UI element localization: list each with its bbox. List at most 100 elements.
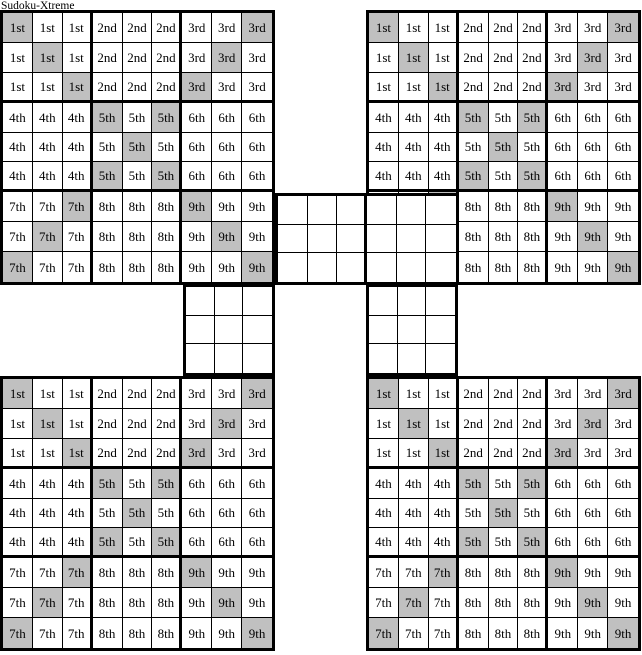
- sudoku-cell[interactable]: 1st: [398, 379, 429, 409]
- sudoku-cell[interactable]: 9th: [212, 618, 243, 648]
- sudoku-cell[interactable]: 9th: [548, 222, 579, 253]
- connector-cell[interactable]: [337, 253, 367, 282]
- sudoku-cell[interactable]: 2nd: [518, 438, 549, 469]
- sudoku-cell[interactable]: 8th: [518, 222, 549, 253]
- connector-cell[interactable]: [307, 196, 338, 225]
- sudoku-cell[interactable]: 2nd: [488, 438, 519, 469]
- sudoku-cell[interactable]: 3rd: [212, 408, 243, 439]
- sudoku-cell[interactable]: 1st: [428, 379, 459, 409]
- sudoku-cell[interactable]: 9th: [242, 252, 272, 282]
- sudoku-cell[interactable]: 8th: [488, 192, 519, 223]
- sudoku-cell[interactable]: 7th: [3, 222, 33, 253]
- sudoku-cell[interactable]: 2nd: [518, 13, 549, 43]
- sudoku-cell[interactable]: 9th: [212, 192, 243, 223]
- sudoku-cell[interactable]: 1st: [3, 408, 33, 439]
- sudoku-cell[interactable]: 2nd: [92, 13, 123, 43]
- sudoku-cell[interactable]: 6th: [182, 102, 213, 133]
- sudoku-cell[interactable]: 1st: [62, 13, 93, 43]
- sudoku-cell[interactable]: 4th: [398, 132, 429, 163]
- connector-cell[interactable]: [243, 287, 272, 316]
- sudoku-cell[interactable]: 9th: [608, 588, 638, 619]
- sudoku-cell[interactable]: 7th: [32, 558, 63, 589]
- sudoku-cell[interactable]: 8th: [92, 252, 123, 282]
- sudoku-cell[interactable]: 8th: [122, 558, 153, 589]
- sudoku-cell[interactable]: 5th: [518, 468, 549, 499]
- sudoku-cell[interactable]: 2nd: [92, 438, 123, 469]
- sudoku-cell[interactable]: 9th: [242, 192, 272, 223]
- sudoku-cell[interactable]: 8th: [518, 192, 549, 223]
- sudoku-cell[interactable]: 9th: [242, 558, 272, 589]
- sudoku-cell[interactable]: 5th: [152, 498, 183, 529]
- sudoku-cell[interactable]: 2nd: [152, 408, 183, 439]
- sudoku-cell[interactable]: 3rd: [212, 438, 243, 469]
- sudoku-cell[interactable]: 6th: [212, 528, 243, 559]
- sudoku-cell[interactable]: 6th: [578, 102, 609, 133]
- sudoku-cell[interactable]: 8th: [152, 192, 183, 223]
- sudoku-cell[interactable]: 2nd: [122, 13, 153, 43]
- sudoku-cell[interactable]: 9th: [578, 252, 609, 282]
- sudoku-cell[interactable]: 8th: [458, 618, 489, 648]
- sudoku-cell[interactable]: 9th: [548, 252, 579, 282]
- sudoku-cell[interactable]: 7th: [3, 252, 33, 282]
- sudoku-cell[interactable]: 3rd: [182, 13, 213, 43]
- sudoku-cell[interactable]: 4th: [62, 498, 93, 529]
- sudoku-cell[interactable]: 5th: [122, 468, 153, 499]
- sudoku-cell[interactable]: 6th: [608, 132, 638, 163]
- sudoku-cell[interactable]: 2nd: [518, 42, 549, 73]
- sudoku-cell[interactable]: 2nd: [458, 13, 489, 43]
- sudoku-cell[interactable]: 7th: [62, 222, 93, 253]
- sudoku-cell[interactable]: 6th: [242, 162, 272, 193]
- sudoku-cell[interactable]: 4th: [369, 498, 399, 529]
- sudoku-cell[interactable]: 1st: [32, 379, 63, 409]
- sudoku-cell[interactable]: 9th: [578, 558, 609, 589]
- sudoku-cell[interactable]: 9th: [578, 588, 609, 619]
- sudoku-cell[interactable]: 3rd: [242, 13, 272, 43]
- sudoku-cell[interactable]: 3rd: [242, 408, 272, 439]
- sudoku-cell[interactable]: 3rd: [608, 72, 638, 103]
- connector-cell[interactable]: [278, 224, 308, 254]
- sudoku-cell[interactable]: 8th: [458, 222, 489, 253]
- sudoku-cell[interactable]: 1st: [428, 438, 459, 469]
- sudoku-cell[interactable]: 9th: [182, 618, 213, 648]
- sudoku-cell[interactable]: 4th: [428, 528, 459, 559]
- sudoku-cell[interactable]: 3rd: [578, 42, 609, 73]
- sudoku-cell[interactable]: 5th: [488, 498, 519, 529]
- sudoku-cell[interactable]: 2nd: [518, 379, 549, 409]
- sudoku-cell[interactable]: 9th: [548, 588, 579, 619]
- connector-cell[interactable]: [307, 253, 338, 282]
- sudoku-cell[interactable]: 5th: [152, 528, 183, 559]
- sudoku-cell[interactable]: 8th: [152, 558, 183, 589]
- sudoku-cell[interactable]: 8th: [122, 252, 153, 282]
- sudoku-cell[interactable]: 9th: [608, 252, 638, 282]
- sudoku-cell[interactable]: 6th: [608, 498, 638, 529]
- sudoku-cell[interactable]: 5th: [518, 102, 549, 133]
- sudoku-cell[interactable]: 4th: [3, 162, 33, 193]
- sudoku-cell[interactable]: 1st: [428, 408, 459, 439]
- sudoku-cell[interactable]: 8th: [458, 588, 489, 619]
- sudoku-cell[interactable]: 4th: [32, 528, 63, 559]
- sudoku-cell[interactable]: 3rd: [242, 438, 272, 469]
- sudoku-cell[interactable]: 7th: [398, 558, 429, 589]
- sudoku-cell[interactable]: 4th: [32, 468, 63, 499]
- sudoku-cell[interactable]: 4th: [3, 498, 33, 529]
- sudoku-cell[interactable]: 2nd: [92, 72, 123, 103]
- sudoku-cell[interactable]: 9th: [548, 558, 579, 589]
- sudoku-cell[interactable]: 7th: [428, 618, 459, 648]
- sudoku-cell[interactable]: 5th: [518, 528, 549, 559]
- sudoku-cell[interactable]: 7th: [32, 252, 63, 282]
- sudoku-cell[interactable]: 9th: [242, 588, 272, 619]
- sudoku-cell[interactable]: 3rd: [578, 438, 609, 469]
- sudoku-cell[interactable]: 1st: [369, 13, 399, 43]
- sudoku-cell[interactable]: 6th: [548, 468, 579, 499]
- sudoku-cell[interactable]: 4th: [428, 498, 459, 529]
- sudoku-cell[interactable]: 9th: [548, 618, 579, 648]
- sudoku-cell[interactable]: 1st: [62, 42, 93, 73]
- center-connector[interactable]: [275, 193, 459, 285]
- right-vertical-connector[interactable]: [366, 284, 458, 376]
- sudoku-cell[interactable]: 6th: [548, 162, 579, 193]
- sudoku-cell[interactable]: 2nd: [92, 379, 123, 409]
- sudoku-cell[interactable]: 3rd: [242, 72, 272, 103]
- sudoku-cell[interactable]: 4th: [369, 528, 399, 559]
- sudoku-cell[interactable]: 2nd: [122, 72, 153, 103]
- sudoku-cell[interactable]: 5th: [458, 498, 489, 529]
